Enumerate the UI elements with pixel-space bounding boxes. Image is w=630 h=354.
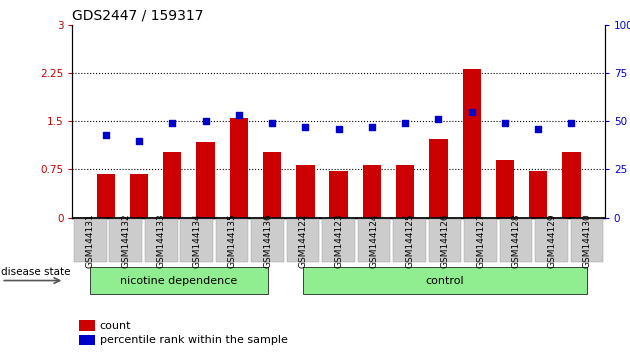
Point	[267, 120, 277, 126]
Bar	[396, 165, 415, 218]
Text: GSM144135: GSM144135	[227, 213, 237, 268]
Point	[533, 126, 543, 132]
Text: GSM144130: GSM144130	[583, 213, 592, 268]
Point	[367, 124, 377, 130]
Point	[400, 120, 410, 126]
Bar	[296, 165, 314, 218]
Point	[333, 126, 343, 132]
Text: GSM144124: GSM144124	[370, 213, 379, 268]
Point	[467, 109, 477, 114]
Text: count: count	[100, 321, 131, 331]
Bar	[496, 160, 514, 218]
Text: GDS2447 / 159317: GDS2447 / 159317	[72, 8, 204, 22]
Point	[168, 120, 178, 126]
Text: percentile rank within the sample: percentile rank within the sample	[100, 335, 287, 345]
Bar	[329, 171, 348, 218]
Text: GSM144129: GSM144129	[547, 213, 556, 268]
Point	[200, 118, 210, 124]
Text: GSM144128: GSM144128	[512, 213, 520, 268]
Point	[500, 120, 510, 126]
Point	[566, 120, 576, 126]
Text: nicotine dependence: nicotine dependence	[120, 275, 238, 286]
Text: GSM144122: GSM144122	[299, 213, 307, 268]
Text: GSM144133: GSM144133	[157, 213, 166, 268]
Text: GSM144125: GSM144125	[405, 213, 414, 268]
Text: GSM144131: GSM144131	[86, 213, 94, 268]
Text: GSM144127: GSM144127	[476, 213, 485, 268]
Text: GSM144132: GSM144132	[121, 213, 130, 268]
Bar	[197, 142, 215, 218]
Bar	[263, 152, 281, 218]
Text: GSM144126: GSM144126	[440, 213, 450, 268]
Text: control: control	[426, 275, 464, 286]
Bar	[563, 152, 581, 218]
Point	[433, 116, 444, 122]
Bar	[363, 165, 381, 218]
Point	[134, 138, 144, 143]
Bar	[163, 152, 181, 218]
Text: GSM144123: GSM144123	[334, 213, 343, 268]
Point	[301, 124, 311, 130]
Bar	[130, 174, 148, 218]
Text: GSM144136: GSM144136	[263, 213, 272, 268]
Point	[101, 132, 111, 138]
Text: GSM144134: GSM144134	[192, 213, 201, 268]
Bar	[462, 69, 481, 218]
Bar	[96, 174, 115, 218]
Text: disease state: disease state	[1, 267, 71, 277]
Bar	[429, 139, 447, 218]
Bar	[529, 171, 547, 218]
Point	[234, 113, 244, 118]
Bar	[230, 118, 248, 218]
